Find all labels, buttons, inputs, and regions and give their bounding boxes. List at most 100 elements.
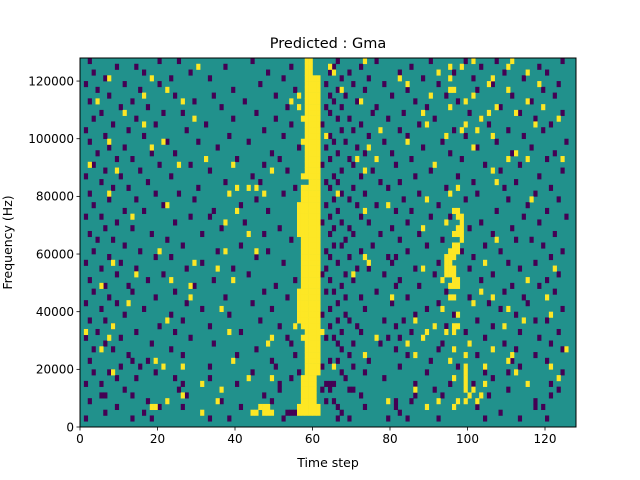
heatmap-cell-high — [452, 323, 457, 330]
heatmap-cell-low — [335, 300, 340, 307]
heatmap-cell-low — [521, 132, 526, 140]
heatmap-cell-low — [219, 225, 224, 232]
heatmap-cell-high — [300, 225, 306, 232]
heatmap-cell-high — [308, 259, 313, 266]
heatmap-cell-high — [444, 254, 449, 261]
heatmap-cell-high — [312, 259, 317, 266]
heatmap-cell-high — [304, 75, 309, 82]
heatmap-cell-high — [390, 294, 395, 301]
heatmap-cell-high — [83, 328, 89, 336]
heatmap-cell-high — [297, 311, 302, 318]
heatmap-cell-low — [386, 334, 391, 341]
heatmap-cell-high — [130, 213, 135, 220]
heatmap-cell-high — [378, 127, 383, 134]
heatmap-cell-high — [560, 156, 565, 163]
heatmap-cell-high — [122, 109, 127, 116]
heatmap-cell-low — [506, 369, 511, 376]
heatmap-cell-low — [545, 357, 550, 364]
heatmap-cell-high — [157, 248, 162, 255]
heatmap-cell-low — [269, 150, 275, 157]
heatmap-cell-low — [246, 138, 251, 145]
heatmap-cell-high — [320, 328, 325, 336]
heatmap-cell-low — [362, 369, 368, 376]
heatmap-cell-low — [339, 75, 344, 82]
heatmap-cell-low — [320, 386, 325, 393]
heatmap-cell-high — [312, 363, 317, 370]
heatmap-cell-high — [362, 207, 368, 214]
heatmap-cell-low — [556, 196, 561, 203]
heatmap-cell-high — [463, 380, 468, 387]
heatmap-cell-low — [328, 184, 333, 191]
heatmap-cell-high — [366, 259, 371, 266]
heatmap-cell-high — [95, 98, 100, 105]
heatmap-cell-high — [300, 236, 306, 243]
heatmap-cell-high — [316, 156, 321, 163]
heatmap-cell-low — [145, 179, 151, 186]
heatmap-cell-high — [316, 334, 321, 341]
heatmap-cell-low — [339, 282, 344, 289]
heatmap-cell-low — [153, 190, 158, 197]
heatmap-cell-high — [548, 363, 554, 370]
heatmap-cell-low — [188, 161, 193, 168]
heatmap-cell-low — [335, 58, 340, 65]
heatmap-cell-high — [316, 190, 321, 197]
heatmap-cell-high — [169, 277, 174, 284]
heatmap-cell-high — [300, 282, 306, 289]
heatmap-cell-high — [300, 265, 306, 272]
heatmap-cell-low — [258, 81, 263, 88]
heatmap-cell-high — [312, 271, 317, 278]
heatmap-cell-low — [382, 317, 387, 324]
heatmap-cell-low — [277, 156, 282, 163]
heatmap-cell-low — [188, 213, 193, 220]
heatmap-cell-high — [161, 363, 166, 370]
heatmap-cell-high — [308, 63, 313, 70]
heatmap-cell-low — [331, 173, 337, 180]
heatmap-cell-high — [452, 403, 457, 411]
heatmap-cell-high — [312, 403, 317, 411]
heatmap-cell-low — [517, 328, 523, 336]
heatmap-cell-high — [440, 305, 445, 312]
heatmap-cell-high — [304, 398, 309, 405]
heatmap-cell-low — [351, 277, 356, 284]
heatmap-cell-low — [347, 352, 352, 359]
heatmap-cell-low — [223, 63, 228, 70]
heatmap-cell-low — [502, 184, 507, 191]
heatmap-cell-low — [99, 109, 104, 116]
heatmap-cell-low — [200, 305, 205, 312]
heatmap-cell-low — [537, 173, 542, 180]
heatmap-cell-high — [316, 98, 321, 105]
heatmap-cell-high — [421, 334, 426, 341]
heatmap-cell-low — [432, 115, 437, 122]
heatmap-cell-low — [409, 328, 414, 336]
heatmap-cell-high — [452, 271, 457, 278]
heatmap-cell-low — [339, 346, 344, 353]
heatmap-cell-high — [440, 277, 445, 284]
heatmap-cell-high — [308, 248, 313, 255]
heatmap-cell-low — [533, 317, 538, 324]
heatmap-cell-low — [281, 190, 286, 197]
heatmap-cell-low — [351, 161, 356, 168]
heatmap-cell-high — [455, 207, 461, 214]
heatmap-cell-low — [114, 219, 120, 226]
heatmap-cell-high — [304, 184, 309, 191]
heatmap-cell-high — [107, 190, 112, 197]
heatmap-cell-high — [428, 92, 433, 99]
heatmap-cell-low — [475, 86, 480, 93]
heatmap-cell-low — [289, 121, 294, 128]
heatmap-cell-low — [285, 409, 290, 416]
heatmap-cell-high — [312, 254, 317, 261]
heatmap-cell-high — [316, 121, 321, 128]
heatmap-cell-high — [304, 92, 309, 99]
heatmap-cell-low — [428, 58, 433, 65]
heatmap-cell-high — [455, 248, 461, 255]
heatmap-cell-low — [126, 184, 131, 191]
heatmap-cell-high — [436, 69, 441, 76]
heatmap-cell-low — [339, 190, 344, 197]
heatmap-cell-low — [215, 248, 220, 255]
heatmap-cell-low — [564, 213, 569, 220]
heatmap-cell-high — [300, 317, 306, 324]
heatmap-cell-low — [436, 415, 441, 422]
heatmap-cell-high — [308, 115, 313, 122]
heatmap-cell-low — [390, 150, 395, 157]
heatmap-cell-high — [448, 265, 453, 272]
